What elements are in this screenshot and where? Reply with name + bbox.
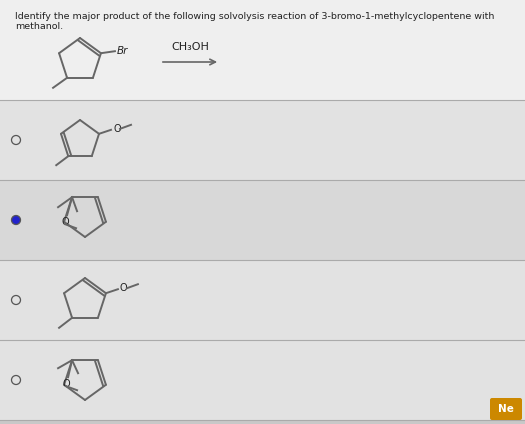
FancyBboxPatch shape <box>0 180 525 260</box>
Text: O: O <box>113 124 121 134</box>
Text: O: O <box>61 217 69 227</box>
Text: O: O <box>120 283 128 293</box>
Text: CH₃OH: CH₃OH <box>171 42 209 52</box>
FancyBboxPatch shape <box>490 398 522 420</box>
Text: Br: Br <box>117 46 128 56</box>
FancyBboxPatch shape <box>0 100 525 180</box>
Circle shape <box>12 215 20 224</box>
Text: O: O <box>62 379 70 389</box>
FancyBboxPatch shape <box>0 0 525 100</box>
FancyBboxPatch shape <box>0 260 525 340</box>
Text: Ne: Ne <box>498 404 514 414</box>
FancyBboxPatch shape <box>0 340 525 420</box>
Text: Identify the major product of the following solvolysis reaction of 3-bromo-1-met: Identify the major product of the follow… <box>15 12 495 31</box>
